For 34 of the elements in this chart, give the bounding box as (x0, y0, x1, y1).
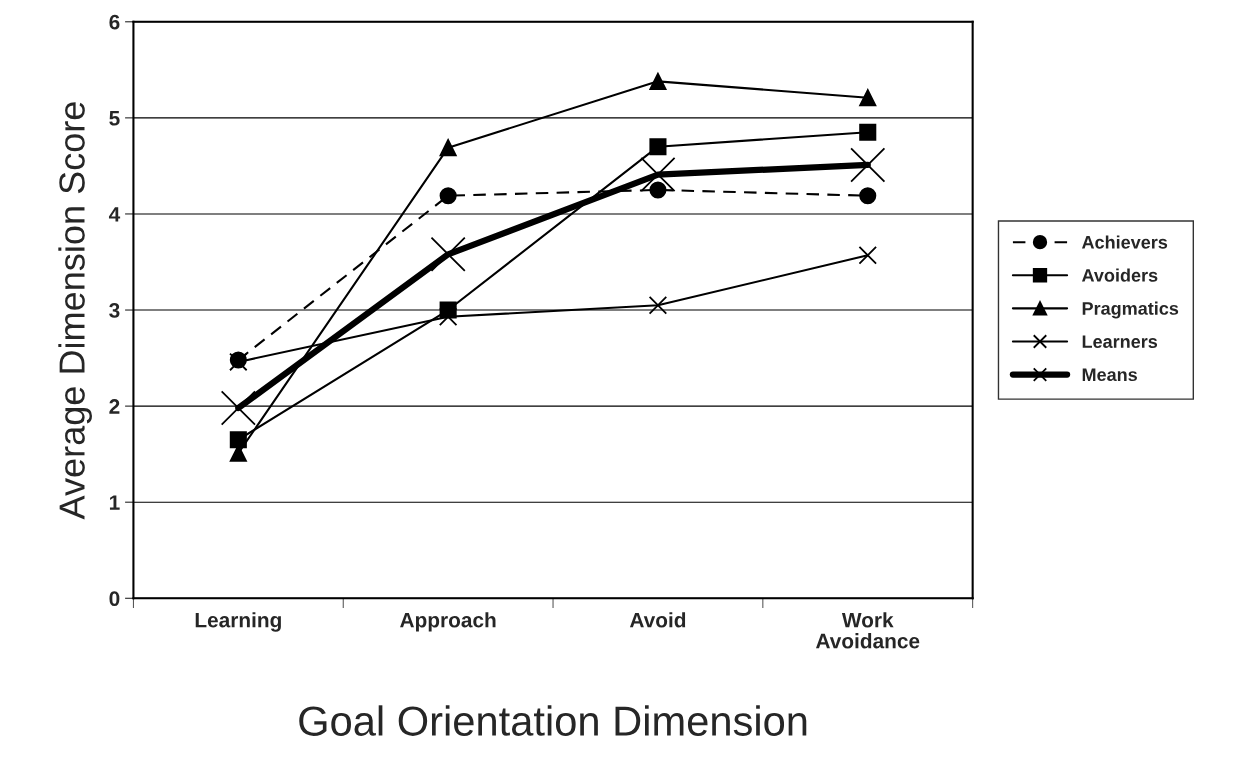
legend-label: Avoiders (1081, 268, 1158, 282)
point (439, 187, 457, 205)
point (859, 89, 877, 107)
point (649, 181, 667, 199)
point (439, 139, 457, 157)
x-tick-label: Work Avoidance (815, 612, 920, 649)
y-tick-label: 3 (109, 303, 120, 318)
legend-label: Means (1082, 368, 1137, 382)
y-tick-label: 1 (109, 495, 120, 510)
legend-label: Learners (1082, 335, 1158, 348)
point (648, 295, 668, 315)
x-tick-label: Learning (195, 612, 281, 632)
point (220, 390, 256, 426)
point (859, 123, 877, 141)
point (649, 138, 667, 156)
point (640, 156, 676, 193)
x-tick-label: Approach (400, 612, 496, 632)
point (649, 72, 667, 90)
y-axis-title: Average Dimension Score (58, 102, 92, 520)
point (229, 431, 247, 449)
point (850, 147, 886, 183)
x-tick-label: Avoid (629, 612, 686, 628)
legend-label: Pragmatics (1082, 301, 1179, 319)
point (859, 187, 877, 205)
y-tick-label: 2 (109, 399, 120, 414)
x-axis-title: Goal Orientation Dimension (299, 705, 807, 736)
y-tick-label: 5 (109, 111, 120, 126)
y-tick-label: 4 (108, 207, 121, 222)
point (438, 307, 458, 326)
point (430, 236, 466, 272)
legend-label: Achievers (1081, 235, 1168, 249)
y-tick-label: 0 (109, 591, 120, 607)
point (858, 246, 877, 265)
y-tick-label: 6 (109, 14, 120, 30)
